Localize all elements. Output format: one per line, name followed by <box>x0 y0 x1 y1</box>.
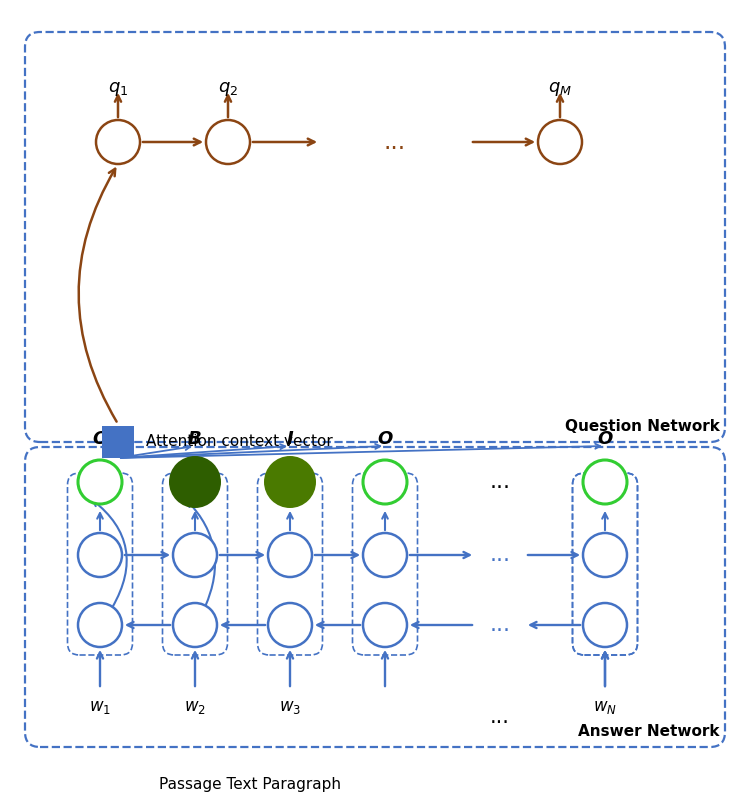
Circle shape <box>583 533 627 577</box>
Text: O: O <box>377 430 393 448</box>
Circle shape <box>78 460 122 504</box>
Text: I: I <box>286 430 293 448</box>
Text: Attention context vector: Attention context vector <box>146 434 333 450</box>
Text: $w_{2}$: $w_{2}$ <box>184 699 206 716</box>
Text: $w_{3}$: $w_{3}$ <box>279 699 301 716</box>
Circle shape <box>268 603 312 647</box>
Circle shape <box>363 460 407 504</box>
Text: $q_{1}$: $q_{1}$ <box>108 80 128 98</box>
Circle shape <box>206 120 250 164</box>
Circle shape <box>169 456 221 508</box>
Text: $w_{N}$: $w_{N}$ <box>593 699 617 716</box>
Text: $q_{M}$: $q_{M}$ <box>548 80 572 98</box>
Circle shape <box>78 533 122 577</box>
Circle shape <box>173 533 217 577</box>
Text: B: B <box>188 430 202 448</box>
Circle shape <box>583 460 627 504</box>
Circle shape <box>363 533 407 577</box>
Circle shape <box>583 603 627 647</box>
Text: Answer Network: Answer Network <box>579 724 720 739</box>
Text: Passage Text Paragraph: Passage Text Paragraph <box>159 777 341 792</box>
Circle shape <box>264 456 316 508</box>
Text: $w_{1}$: $w_{1}$ <box>89 699 111 716</box>
Text: ...: ... <box>490 707 510 727</box>
Text: ...: ... <box>489 545 511 565</box>
Circle shape <box>173 603 217 647</box>
Bar <box>102 426 134 458</box>
Circle shape <box>538 120 582 164</box>
Text: ...: ... <box>489 472 511 492</box>
Text: $q_{2}$: $q_{2}$ <box>218 80 238 98</box>
Text: ...: ... <box>489 615 511 635</box>
Text: O: O <box>597 430 613 448</box>
Text: ...: ... <box>384 130 406 154</box>
Circle shape <box>268 533 312 577</box>
Text: O: O <box>92 430 107 448</box>
Text: Question Network: Question Network <box>565 419 720 434</box>
Circle shape <box>363 603 407 647</box>
Circle shape <box>78 603 122 647</box>
Circle shape <box>96 120 140 164</box>
